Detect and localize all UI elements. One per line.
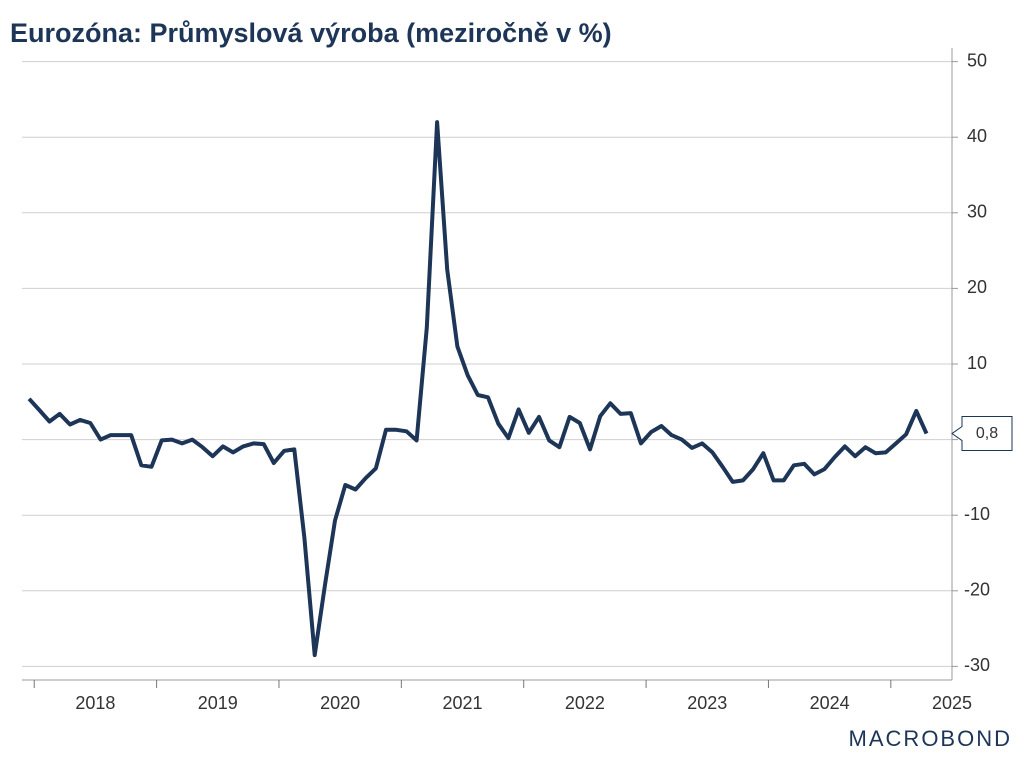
y-tick-label: 20	[967, 277, 987, 297]
x-tick-label: 2023	[687, 693, 727, 713]
chart-title: Eurozóna: Průmyslová výroba (meziročně v…	[10, 18, 612, 48]
logo: MACROBOND	[849, 726, 1012, 751]
y-tick-label: -10	[964, 504, 990, 524]
y-tick-label: 10	[967, 353, 987, 373]
x-tick-label: 2024	[810, 693, 850, 713]
y-tick-label: -30	[964, 655, 990, 675]
x-tick-label: 2021	[443, 693, 483, 713]
y-tick-label: 30	[967, 202, 987, 222]
x-tick-label: 2019	[198, 693, 238, 713]
line	[27, 120, 929, 658]
y-tick-label: -20	[964, 580, 990, 600]
y-tick-label: 40	[967, 126, 987, 146]
y-tick-label: 50	[967, 50, 987, 70]
value-label: 0,8	[976, 425, 998, 442]
x-tick-label: 2020	[320, 693, 360, 713]
callout-box	[951, 416, 1013, 452]
x-tick-label: 2022	[565, 693, 605, 713]
x-tick-label: 2025	[932, 693, 972, 713]
x-tick-label: 2018	[75, 693, 115, 713]
